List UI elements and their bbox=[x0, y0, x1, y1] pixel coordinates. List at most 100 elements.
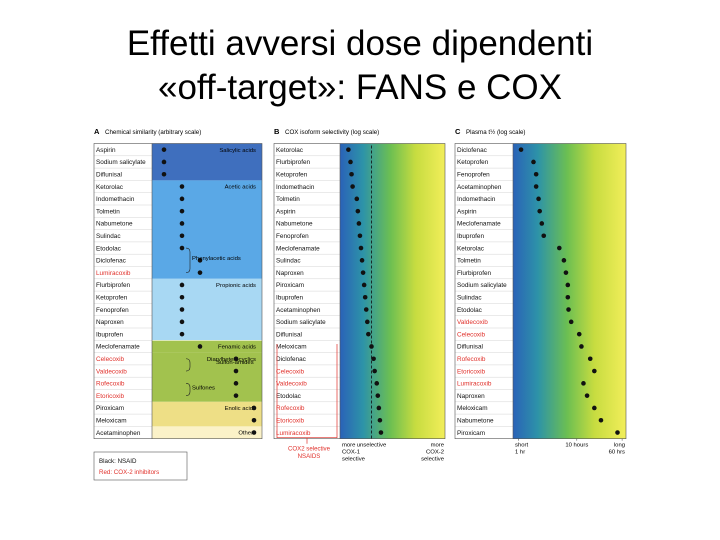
data-point bbox=[179, 294, 185, 300]
drug-label: Ketoprofen bbox=[96, 294, 128, 301]
data-point bbox=[356, 221, 362, 226]
x-tick-label: long 60 hrs bbox=[609, 443, 625, 456]
drug-label: Etodolac bbox=[457, 307, 483, 314]
data-point bbox=[251, 405, 257, 411]
drug-label: Etodolac bbox=[96, 245, 122, 252]
data-point bbox=[533, 171, 539, 177]
annotation-bracket bbox=[185, 247, 191, 273]
drug-label: Sulindac bbox=[457, 294, 482, 301]
drug-label: Fenoprofen bbox=[457, 171, 490, 178]
drug-label: Sodium salicylate bbox=[96, 159, 146, 166]
panel-a-title: Chemical similarity (arbitrary scale) bbox=[105, 129, 201, 136]
drug-label: Piroxicam bbox=[96, 405, 124, 412]
drug-label: Meloxicam bbox=[276, 344, 307, 351]
data-point bbox=[518, 147, 524, 152]
drug-label: Indomethacin bbox=[96, 196, 135, 203]
panel-c-title: Plasma t½ (log scale) bbox=[466, 129, 526, 136]
data-point bbox=[592, 405, 597, 411]
group-label: Diarylheterocyclics bbox=[207, 357, 256, 363]
data-point bbox=[360, 270, 366, 275]
drug-label: Etoricoxib bbox=[96, 393, 125, 400]
drug-label: Valdecoxib bbox=[96, 368, 127, 375]
data-point bbox=[233, 368, 239, 374]
data-point bbox=[598, 417, 604, 423]
drug-label: Ibuprofen bbox=[276, 294, 303, 301]
data-point bbox=[349, 171, 354, 177]
data-point bbox=[197, 258, 203, 263]
data-point bbox=[565, 294, 571, 300]
drug-label: Indomethacin bbox=[276, 184, 315, 191]
data-point bbox=[357, 233, 363, 239]
data-point bbox=[348, 159, 353, 165]
data-point bbox=[375, 393, 381, 398]
panel-a-letter: A bbox=[94, 127, 100, 136]
annotation-bracket bbox=[185, 358, 191, 372]
data-point bbox=[233, 393, 239, 398]
group-band bbox=[152, 426, 262, 439]
panel-b-title: COX isoform selectivity (log scale) bbox=[285, 129, 379, 136]
data-point bbox=[197, 344, 203, 349]
data-point bbox=[536, 196, 541, 202]
drug-label: Ibuprofen bbox=[457, 233, 484, 240]
drug-label: Aspirin bbox=[96, 147, 116, 154]
panel-b-letter: B bbox=[274, 127, 280, 136]
drug-label: Ketoprofen bbox=[276, 171, 308, 178]
data-point bbox=[197, 270, 203, 275]
gradient-band bbox=[513, 143, 626, 439]
drug-label: Fenoprofen bbox=[276, 233, 309, 240]
drug-label: Flurbiprofen bbox=[96, 282, 131, 289]
data-point bbox=[361, 282, 367, 288]
group-label: Acetic acids bbox=[225, 185, 256, 191]
drug-label: Tolmetin bbox=[457, 258, 481, 265]
group-band bbox=[152, 352, 262, 402]
drug-label: Sodium salicylate bbox=[276, 319, 326, 326]
drug-label: Rofecoxib bbox=[457, 356, 486, 363]
slide-title-line-1: Effetti avversi dose dipendenti bbox=[126, 24, 594, 63]
drug-label: Etoricoxib bbox=[276, 417, 305, 424]
data-point bbox=[179, 331, 185, 337]
data-point bbox=[592, 368, 597, 374]
drug-label: Lumiracoxib bbox=[457, 381, 492, 388]
drug-label: Tolmetin bbox=[96, 208, 120, 215]
group-label: Propionic acids bbox=[216, 283, 256, 289]
drug-label: Sulindac bbox=[96, 233, 121, 240]
data-point bbox=[233, 381, 239, 386]
data-point bbox=[363, 307, 369, 312]
data-point bbox=[161, 159, 167, 165]
drug-label: Celecoxib bbox=[276, 368, 305, 375]
group-label: Fenamic acids bbox=[218, 345, 256, 351]
x-tick-label: more COX-1 selective bbox=[342, 443, 366, 463]
drug-label: Sodium salicylate bbox=[457, 282, 507, 289]
drug-label: Flurbiprofen bbox=[276, 159, 311, 166]
data-point bbox=[358, 245, 364, 251]
drug-label: Meclofenamate bbox=[96, 344, 140, 351]
data-point bbox=[350, 184, 355, 189]
drug-label: Flurbiprofen bbox=[457, 270, 492, 277]
data-point bbox=[579, 344, 584, 349]
panel-b-frame bbox=[273, 143, 446, 440]
drug-label: Diflunisal bbox=[96, 171, 122, 178]
drug-label: Naproxen bbox=[276, 270, 304, 277]
data-point bbox=[179, 184, 185, 189]
data-point bbox=[376, 405, 382, 411]
group-label: Enolic acids bbox=[225, 406, 256, 412]
data-point bbox=[378, 430, 384, 435]
data-point bbox=[533, 184, 539, 189]
drug-label: Meclofenamate bbox=[276, 245, 320, 252]
data-point bbox=[365, 319, 370, 325]
data-point bbox=[366, 331, 371, 337]
group-label: Salicylic acids bbox=[219, 148, 256, 154]
drug-label: Acetaminophen bbox=[457, 184, 502, 191]
drug-label: Acetaminophen bbox=[276, 307, 321, 314]
data-point bbox=[563, 270, 569, 275]
drug-label: Rofecoxib bbox=[276, 405, 305, 412]
drug-label: Sulindac bbox=[276, 258, 301, 265]
legend-black: Black: NSAID bbox=[99, 458, 137, 465]
drug-label: Etoricoxib bbox=[457, 368, 486, 375]
group-band bbox=[152, 340, 262, 353]
panel-a: A Chemical similarity (arbitrary scale) Sa… bbox=[93, 127, 263, 481]
panel-c: C Plasma t½ (log scale) Diclofenac Ketoprof… bbox=[454, 127, 627, 456]
drug-label: Nabumetone bbox=[457, 417, 494, 424]
data-point bbox=[179, 282, 185, 288]
data-point bbox=[372, 368, 377, 374]
